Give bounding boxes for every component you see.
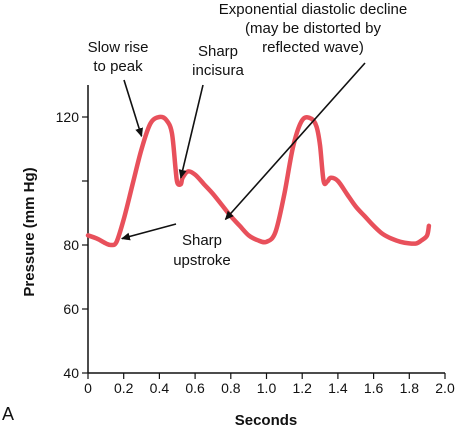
x-tick-label: 0.6 <box>185 380 205 396</box>
y-tick-label: 40 <box>63 365 79 381</box>
annotation-line: to peak <box>93 58 143 75</box>
series-layer <box>85 114 432 248</box>
x-tick-label: 0.2 <box>114 380 134 396</box>
y-axis-title: Pressure (mm Hg) <box>21 167 38 296</box>
x-tick-label: 1.0 <box>257 380 277 396</box>
y-tick-label: 60 <box>63 301 79 317</box>
annotation-upstroke-arrow <box>120 223 177 241</box>
annotation-line: upstroke <box>173 252 231 269</box>
annotation-line: Exponential diastolic decline <box>219 1 407 18</box>
axes: 0 0.2 0.4 0.6 0.8 1.0 1.2 1.4 1.6 1.8 2.0 40 60 80 120 <box>56 85 455 396</box>
annotation-upstroke: Sharp upstroke <box>173 232 231 269</box>
annotation-diastolic-decline: Exponential diastolic decline (may be dis… <box>219 1 407 56</box>
annotation-diastolic-decline-arrow <box>224 62 366 221</box>
x-tick-label: 1.6 <box>364 380 384 396</box>
panel-label: A <box>2 404 14 424</box>
annotation-incisura-arrow <box>178 84 204 179</box>
annotation-line: reflected wave) <box>262 39 364 56</box>
annotation-slow-rise-arrow <box>123 79 143 138</box>
annotation-line: Sharp <box>198 43 238 60</box>
x-tick-label: 1.4 <box>328 380 348 396</box>
annotation-slow-rise: Slow rise to peak <box>88 39 149 75</box>
annotation-line: incisura <box>192 62 244 79</box>
x-tick-label: 1.8 <box>400 380 420 396</box>
x-tick-label: 2.0 <box>435 380 455 396</box>
x-tick-label: 1.2 <box>292 380 312 396</box>
annotation-line: Slow rise <box>88 39 149 56</box>
annotation-incisura: Sharp incisura <box>192 43 244 79</box>
x-axis-title: Seconds <box>235 412 298 429</box>
x-tick-label: 0.4 <box>150 380 170 396</box>
y-tick-label: 120 <box>56 109 80 125</box>
x-tick-label: 0 <box>84 380 92 396</box>
pressure-line <box>85 114 432 248</box>
x-tick-label: 0.8 <box>221 380 241 396</box>
y-tick-label: 80 <box>63 237 79 253</box>
annotations: Exponential diastolic decline (may be dis… <box>88 1 408 269</box>
annotation-line: (may be distorted by <box>245 20 381 37</box>
annotation-line: Sharp <box>182 232 222 249</box>
